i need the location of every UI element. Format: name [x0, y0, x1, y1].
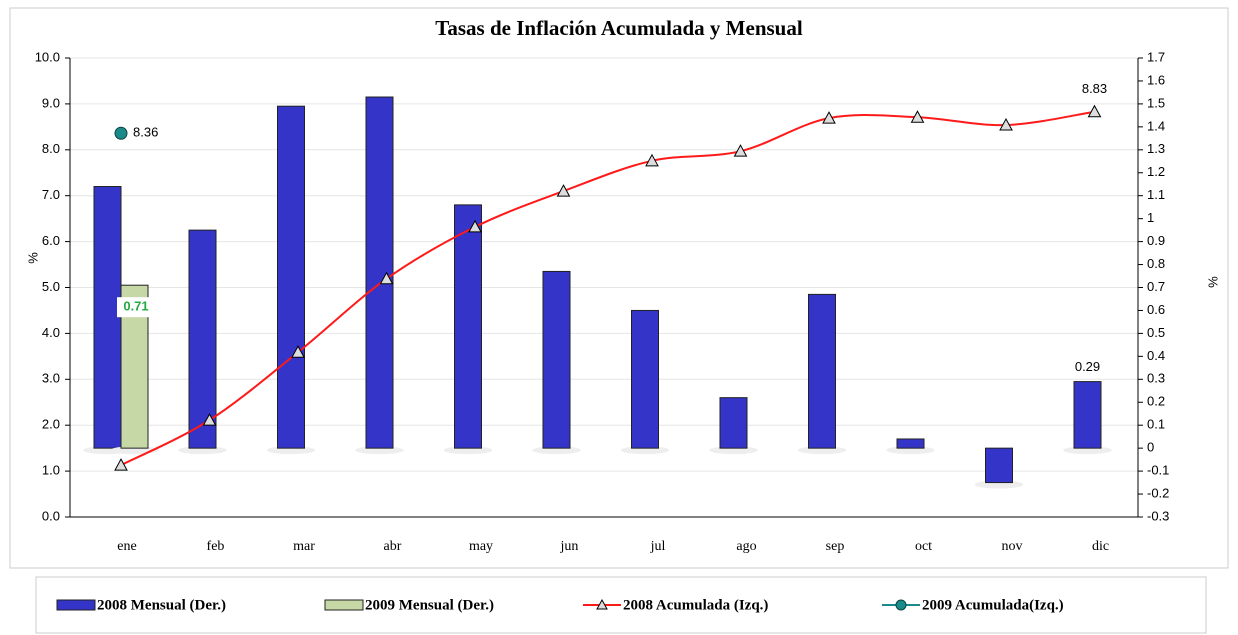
- y-tick-label: 2.0: [42, 417, 60, 432]
- marker: [733, 144, 748, 157]
- x-tick-label: may: [469, 539, 493, 554]
- marker: [114, 458, 128, 471]
- y2-tick-label: 1.7: [1147, 49, 1165, 64]
- bar: [719, 397, 748, 449]
- y2-tick-label: 1.5: [1147, 95, 1165, 110]
- y2-tick-label: 0.2: [1147, 394, 1165, 409]
- data-label: 8.36: [133, 125, 158, 140]
- x-tick-label: abr: [384, 539, 402, 554]
- y2-tick-label: 0.6: [1147, 302, 1165, 317]
- legend-label: 2009 Mensual (Der.): [365, 597, 494, 613]
- x-tick-label: oct: [915, 539, 932, 554]
- y2-tick-label: 0.4: [1147, 348, 1165, 363]
- marker: [114, 126, 128, 140]
- y2-tick-label: 0.5: [1147, 325, 1165, 340]
- y2-tick-label: 0: [1147, 440, 1154, 455]
- bar: [896, 438, 925, 449]
- y-tick-label: 0.0: [42, 508, 60, 523]
- y2-tick-label: -0.1: [1147, 463, 1169, 478]
- x-tick-label: jul: [650, 539, 666, 554]
- y2-tick-label: 1.3: [1147, 141, 1165, 156]
- bar: [1073, 381, 1102, 449]
- y-tick-label: 4.0: [42, 325, 60, 340]
- y2-tick-label: 1.6: [1147, 72, 1165, 87]
- x-tick-label: feb: [207, 539, 225, 554]
- legend-label: 2008 Mensual (Der.): [97, 597, 226, 613]
- marker: [202, 413, 217, 426]
- marker: [1087, 104, 1102, 118]
- y2-tick-label: 0.3: [1147, 371, 1165, 386]
- y2-tick-label: 1.2: [1147, 164, 1165, 179]
- legend-frame: [35, 576, 1207, 634]
- bar: [631, 309, 659, 449]
- y2-tick-label: 0.7: [1147, 279, 1165, 294]
- marker: [910, 110, 925, 123]
- data-label: 0.29: [1075, 359, 1100, 374]
- x-tick-label: nov: [1002, 539, 1023, 554]
- bar: [93, 186, 122, 449]
- bar: [365, 96, 394, 449]
- legend-marker: [596, 598, 608, 610]
- bar: [985, 447, 1013, 484]
- y2-tick-label: 0.1: [1147, 417, 1165, 432]
- legend-swatch: [324, 599, 364, 611]
- x-tick-label: ago: [736, 539, 756, 554]
- y2-tick-label: -0.2: [1147, 485, 1169, 500]
- line: [120, 110, 1095, 467]
- bar: [454, 204, 482, 449]
- marker: [379, 271, 394, 285]
- y2-tick-label: 0.9: [1147, 233, 1165, 248]
- y-axis-label: %: [25, 252, 40, 264]
- marker: [556, 184, 571, 197]
- data-label: 8.83: [1082, 81, 1107, 96]
- y2-tick-label: -0.3: [1147, 508, 1169, 523]
- bar: [542, 270, 571, 449]
- y-tick-label: 10.0: [35, 49, 60, 64]
- y-tick-label: 6.0: [42, 233, 60, 248]
- marker: [645, 153, 659, 167]
- y2-tick-label: 1.1: [1147, 187, 1165, 202]
- label-bg: [117, 297, 155, 318]
- marker: [999, 117, 1013, 131]
- bar: [808, 293, 836, 449]
- y-tick-label: 7.0: [42, 187, 60, 202]
- data-label: 0.71: [123, 299, 148, 314]
- y2-axis-label: %: [1206, 276, 1221, 288]
- legend-marker: [895, 599, 907, 611]
- legend-swatch: [56, 599, 96, 611]
- x-tick-label: dic: [1092, 539, 1109, 554]
- legend-label: 2008 Acumulada (Izq.): [623, 597, 768, 613]
- bar: [277, 105, 305, 449]
- y2-tick-label: 1.4: [1147, 118, 1165, 133]
- chart-frame: [9, 7, 1229, 569]
- marker: [291, 345, 305, 358]
- y-tick-label: 9.0: [42, 95, 60, 110]
- x-tick-label: mar: [293, 539, 315, 554]
- marker: [468, 219, 482, 233]
- x-tick-label: sep: [826, 539, 845, 554]
- x-tick-label: jun: [560, 539, 579, 554]
- y-tick-label: 8.0: [42, 141, 60, 156]
- legend-label: 2009 Acumulada(Izq.): [922, 597, 1064, 613]
- marker: [822, 111, 836, 124]
- y2-tick-label: 1: [1147, 210, 1154, 225]
- x-tick-label: ene: [117, 539, 136, 554]
- y2-tick-label: 0.8: [1147, 256, 1165, 271]
- bar: [188, 229, 217, 449]
- y-tick-label: 5.0: [42, 279, 60, 294]
- y-tick-label: 3.0: [42, 371, 60, 386]
- chart-title: Tasas de Inflación Acumulada y Mensual: [435, 16, 803, 40]
- y-tick-label: 1.0: [42, 463, 60, 478]
